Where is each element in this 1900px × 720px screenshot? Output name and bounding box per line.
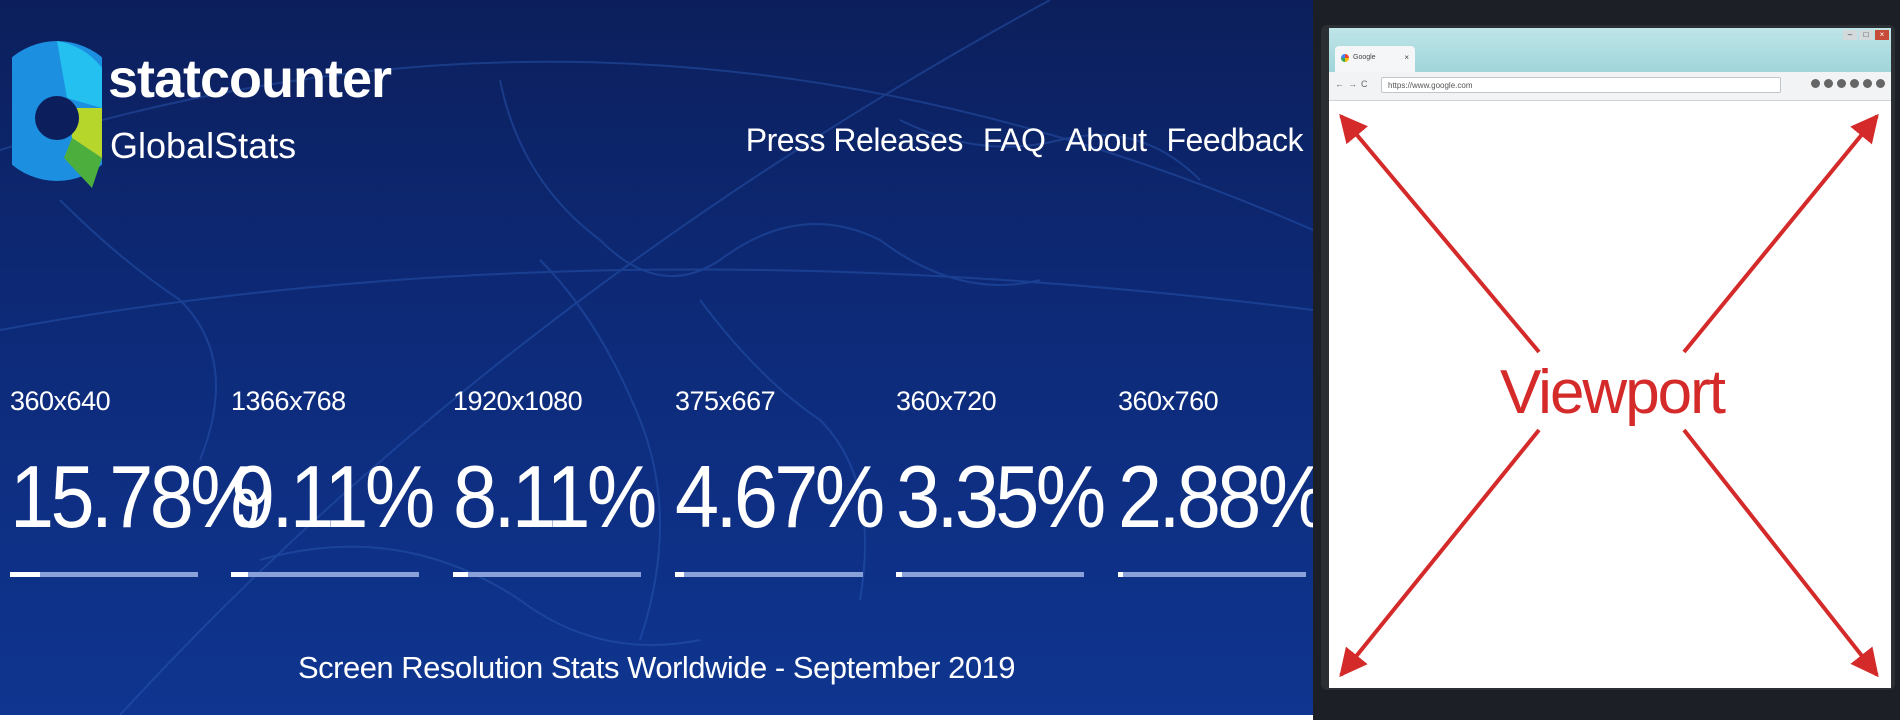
extension-icons (1811, 79, 1885, 88)
stat-percent: 9.11% (231, 447, 435, 546)
stat-percent: 3.35% (896, 447, 1106, 546)
browser-tab-bar: Google × – □ × (1329, 28, 1891, 72)
extension-icon[interactable] (1863, 79, 1872, 88)
stat-resolution: 360x760 (1118, 386, 1219, 416)
maximize-icon[interactable]: □ (1859, 30, 1873, 40)
viewport-area: Viewport (1339, 113, 1879, 678)
stat-card[interactable]: 1366x768 9.11% (231, 386, 435, 577)
close-tab-icon[interactable]: × (1404, 53, 1409, 62)
brand-name[interactable]: statcounter (108, 49, 392, 109)
stat-bar (231, 572, 419, 577)
address-bar[interactable]: https://www.google.com (1381, 77, 1781, 93)
close-window-icon[interactable]: × (1875, 30, 1889, 40)
nav-about[interactable]: About (1065, 122, 1147, 158)
nav-press-releases[interactable]: Press Releases (745, 122, 964, 158)
extension-icon[interactable] (1824, 79, 1833, 88)
stat-bar-fill (10, 572, 40, 577)
stat-percent: 15.78% (10, 447, 261, 546)
chart-period-title: Screen Resolution Stats Worldwide - Sept… (297, 650, 1016, 685)
stat-bar-fill (1118, 572, 1124, 577)
minimize-icon[interactable]: – (1843, 30, 1857, 40)
top-nav: Press Releases FAQ About Feedback (745, 122, 1304, 158)
brand-subtitle[interactable]: GlobalStats (110, 125, 297, 166)
menu-icon[interactable] (1876, 79, 1885, 88)
stat-card[interactable]: 375x667 4.67% (675, 386, 885, 577)
browser-tab-title: Google (1353, 54, 1376, 61)
stat-bar (675, 572, 863, 577)
stat-card[interactable]: 360x720 3.35% (896, 386, 1106, 577)
extension-icon[interactable] (1837, 79, 1846, 88)
extension-icon[interactable] (1850, 79, 1859, 88)
stat-percent: 2.88% (1118, 447, 1313, 546)
statcounter-logo (12, 41, 102, 188)
stat-percent: 8.11% (453, 447, 657, 546)
stat-bar-fill (453, 572, 469, 577)
browser-window: Google × – □ × ←→C https://www.google.co… (1329, 28, 1891, 688)
nav-feedback[interactable]: Feedback (1166, 122, 1303, 158)
browser-nav-buttons-icon[interactable]: ←→C (1335, 79, 1372, 89)
stat-bar (453, 572, 641, 577)
viewport-label: Viewport (1500, 358, 1726, 427)
arrow-bottom-right (1682, 428, 1879, 678)
stat-bar (1118, 572, 1306, 577)
stat-bar (896, 572, 1084, 577)
browser-tab[interactable]: Google × (1335, 46, 1415, 72)
stat-card[interactable]: 360x640 15.78% (10, 386, 261, 577)
star-icon[interactable] (1811, 79, 1820, 88)
stat-resolution: 1920x1080 (453, 386, 583, 416)
stat-bar-fill (231, 572, 249, 577)
stat-bar (10, 572, 198, 577)
stat-card[interactable]: 1920x1080 8.11% (453, 386, 657, 577)
browser-toolbar: ←→C https://www.google.com (1329, 72, 1891, 101)
stat-bar-fill (896, 572, 903, 577)
world-map-background (0, 0, 1313, 715)
window-controls: – □ × (1843, 30, 1889, 40)
stat-resolution: 360x640 (10, 386, 111, 416)
arrow-top-left (1339, 113, 1541, 354)
stat-resolution: 375x667 (675, 386, 776, 416)
arrow-top-right (1682, 113, 1879, 354)
viewport-diagram: Google × – □ × ←→C https://www.google.co… (1313, 0, 1900, 720)
stat-percent: 4.67% (675, 447, 885, 546)
stat-resolution: 360x720 (896, 386, 997, 416)
stat-card[interactable]: 360x760 2.88% (1118, 386, 1313, 577)
google-favicon-icon (1341, 54, 1349, 62)
stat-resolution: 1366x768 (231, 386, 346, 416)
stat-bar-fill (675, 572, 684, 577)
arrow-bottom-left (1339, 428, 1541, 678)
statcounter-banner: statcounter GlobalStats Press Releases F… (0, 0, 1313, 715)
nav-faq[interactable]: FAQ (982, 122, 1046, 158)
